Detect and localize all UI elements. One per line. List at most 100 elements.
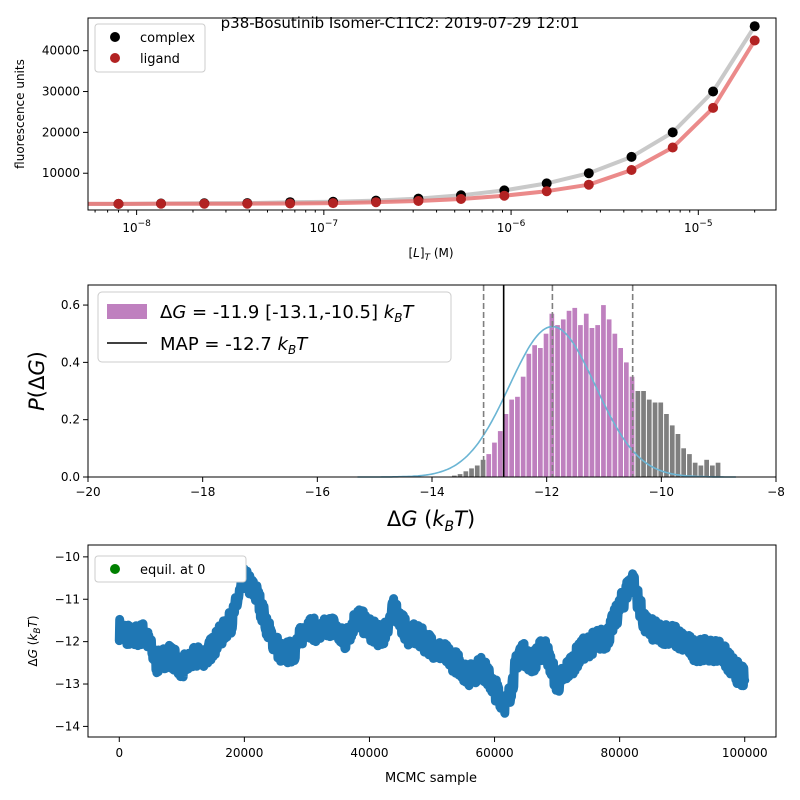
y-tick-label: 0.4 <box>61 355 80 369</box>
y-tick-label: 20000 <box>42 125 80 139</box>
trace-legend-box <box>94 555 247 583</box>
histogram-bar <box>578 325 583 477</box>
y-tick-label: −14 <box>55 719 80 733</box>
histogram-bar <box>555 325 560 477</box>
posterior-panel: −20 −18 −16 −14 −12 −10 −8 0.0 0.2 0.4 0.6 ΔG (kB… <box>25 284 785 535</box>
histogram-bar <box>589 328 595 477</box>
histogram-bar <box>646 399 652 477</box>
posterior-y-label: P(ΔG) <box>25 351 49 411</box>
legend-label-map: MAP = -12.7 kBT <box>160 334 309 357</box>
histogram-bar <box>681 448 686 477</box>
trace-line <box>114 564 750 718</box>
legend-label-dg: ΔG = -11.9 [-13.1,-10.5] kBT <box>160 302 415 325</box>
titration-panel: 10−8 10−7 10−6 10−5 10000 20000 30000 40000 [L… <box>13 17 777 263</box>
y-tick-label: 0.2 <box>61 413 80 427</box>
figure-title: p38-Bosutinib Isomer-C11C2: 2019-07-29 1… <box>221 14 580 32</box>
trace-x-axis: 0 20000 40000 60000 80000 100000 <box>115 737 768 760</box>
x-tick-label: 0 <box>115 746 123 760</box>
posterior-legend: ΔG = -11.9 [-13.1,-10.5] kBT MAP = -12.7… <box>97 291 452 363</box>
histogram-bar <box>669 425 675 477</box>
data-point-complex <box>667 127 678 138</box>
histogram-bar <box>664 414 669 477</box>
y-tick-label: 40000 <box>42 44 80 58</box>
x-tick-label: −10 <box>649 485 674 499</box>
histogram-bar <box>543 333 549 477</box>
data-point-ligand <box>667 142 678 153</box>
histogram-bar <box>538 348 543 477</box>
data-point-ligand <box>156 198 166 209</box>
data-point-ligand <box>242 198 253 209</box>
x-tick-label: 10−5 <box>684 219 713 235</box>
data-point-ligand <box>113 198 124 209</box>
titration-points <box>113 21 760 209</box>
trace-axes-frame <box>87 544 777 738</box>
legend-marker-equil <box>110 564 120 574</box>
posterior-x-label: ΔG (kBT) <box>387 507 475 535</box>
histogram-bar <box>486 454 492 477</box>
histogram-bar <box>509 399 514 477</box>
x-tick-label: 100000 <box>722 746 768 760</box>
histogram-bar <box>652 402 658 477</box>
data-point-ligand <box>413 196 424 206</box>
x-tick-label: −8 <box>767 485 785 499</box>
data-point-ligand <box>456 194 466 204</box>
trace-legend: equil. at 0 <box>94 555 247 583</box>
histogram-bar <box>515 396 520 477</box>
posterior-y-axis: 0.0 0.2 0.4 0.6 <box>61 298 88 484</box>
legend-marker-complex <box>110 32 120 42</box>
titration-legend: complex ligand <box>94 23 206 73</box>
titration-legend-box <box>94 23 206 73</box>
y-tick-label: −13 <box>55 677 80 691</box>
x-tick-label: 60000 <box>475 746 513 760</box>
histogram-bar <box>526 353 532 477</box>
x-tick-label: −16 <box>305 485 330 499</box>
data-point-ligand <box>708 102 719 113</box>
histogram-bar <box>492 442 497 477</box>
data-point-ligand <box>371 197 381 208</box>
histogram-bar <box>658 402 664 477</box>
data-point-complex <box>626 151 637 162</box>
histogram-bar <box>692 462 698 477</box>
y-tick-label: 30000 <box>42 85 80 99</box>
x-tick-label: 10−7 <box>310 219 339 235</box>
histogram-bar <box>566 310 572 477</box>
data-point-complex <box>541 178 552 189</box>
histogram-bar <box>520 376 526 477</box>
data-point-ligand <box>328 198 339 209</box>
y-tick-label: 0.0 <box>61 470 80 484</box>
titration-x-label: [L]T (M) <box>408 246 453 263</box>
x-tick-label: 80000 <box>601 746 639 760</box>
histogram-bar <box>612 333 618 477</box>
histogram-bar <box>457 474 463 477</box>
histogram-bar <box>698 465 704 477</box>
x-tick-label: 20000 <box>225 746 263 760</box>
posterior-legend-box <box>97 291 452 363</box>
x-tick-label: 10−6 <box>497 219 526 235</box>
x-tick-label: −14 <box>419 485 444 499</box>
titration-axes-frame <box>87 17 777 211</box>
histogram-bar <box>624 362 629 477</box>
histogram-bar <box>503 414 509 477</box>
histogram-bar <box>595 325 600 477</box>
histogram-bar <box>601 305 606 477</box>
histogram-bar <box>635 391 641 477</box>
legend-label-equil: equil. at 0 <box>140 563 205 578</box>
legend-label-ligand: ligand <box>140 52 180 67</box>
histogram-bar <box>710 465 715 477</box>
posterior-vlines <box>482 285 634 477</box>
y-tick-label: 10000 <box>42 166 80 180</box>
data-point-ligand <box>285 198 296 209</box>
y-tick-label: −10 <box>55 550 80 564</box>
histogram-bar <box>629 376 635 477</box>
y-tick-label: −12 <box>55 635 80 649</box>
x-tick-label: −12 <box>534 485 559 499</box>
posterior-x-axis: −20 −18 −16 −14 −12 −10 −8 <box>75 477 785 499</box>
histogram-bar <box>532 345 537 477</box>
histogram-bar <box>560 319 566 477</box>
histogram-bar <box>452 475 457 477</box>
titration-y-axis: 10000 20000 30000 40000 <box>42 44 88 180</box>
data-point-ligand <box>199 198 210 209</box>
data-point-ligand <box>626 165 637 175</box>
trace-y-axis: −14 −13 −12 −11 −10 <box>55 550 88 733</box>
